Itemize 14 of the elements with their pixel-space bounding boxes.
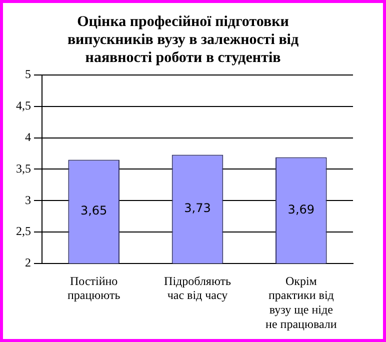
data-label: 3,73 <box>184 201 211 216</box>
x-tick-label: Постійно працюють <box>67 274 121 302</box>
y-tick-label: 3,5 <box>16 161 31 176</box>
y-tick-label: 4,5 <box>16 98 31 113</box>
data-label: 3,69 <box>288 202 315 216</box>
y-tick-label: 2 <box>25 256 31 270</box>
chart-title: Оцінка професійної підготовки випускників вузу в залежності від наявності роботи в студентів <box>67 14 299 66</box>
y-tick-label: 3 <box>25 192 31 207</box>
y-tick-label: 2,5 <box>16 224 31 238</box>
data-label: 3,65 <box>80 204 108 218</box>
y-tick-label: 4 <box>25 130 31 144</box>
x-tick-label: Окрім практики від вузу ще ніде не працювали <box>266 274 338 331</box>
x-tick-label: Підробляють час від часу <box>164 274 232 302</box>
y-tick-label: 5 <box>25 67 31 82</box>
